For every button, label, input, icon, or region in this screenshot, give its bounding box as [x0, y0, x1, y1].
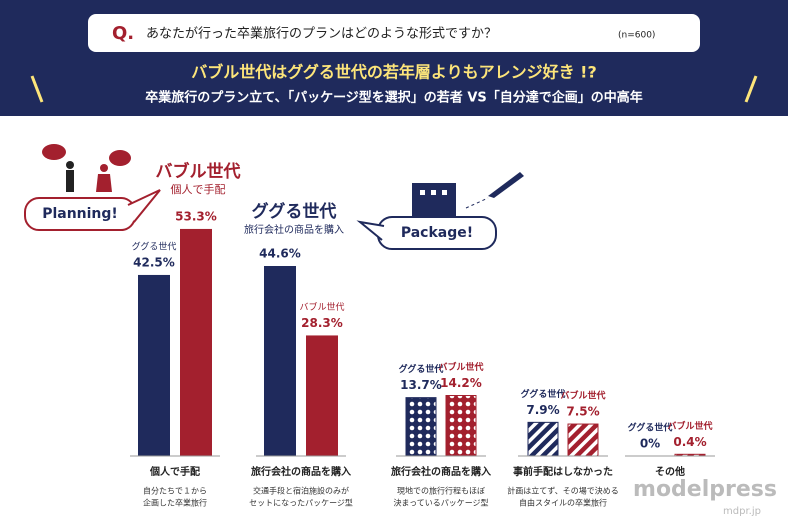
deco-slash	[744, 75, 758, 103]
category-note: セットになったパッケージ型	[249, 499, 353, 508]
people-icon	[42, 144, 131, 192]
title: バブル世代はググる世代の若年層よりもアレンジ好き !?	[191, 63, 597, 82]
q-mark: Q.	[112, 23, 134, 44]
category-label: 事前手配はしなかった	[513, 465, 613, 478]
bar	[445, 395, 477, 457]
bar	[264, 266, 296, 456]
deco-slash	[30, 75, 44, 103]
series-label: ググる世代	[521, 388, 566, 400]
category-label: 個人で手配	[149, 465, 200, 478]
bar	[180, 228, 212, 456]
category-label: 旅行会社の商品を購入	[391, 465, 491, 478]
bar	[405, 397, 437, 457]
subtitle: 卒業旅行のプラン立て、「パッケージ型を選択」の若者 VS「自分達で企画」の中高年	[145, 90, 643, 106]
series-label: バブル世代	[560, 390, 605, 402]
watermark-brand: modelpress	[633, 477, 777, 502]
value-label: 14.2%	[440, 376, 482, 390]
series-label: バブル世代	[667, 420, 712, 432]
value-label: 42.5%	[133, 255, 175, 269]
bar	[567, 423, 599, 457]
category-label: 旅行会社の商品を購入	[251, 465, 351, 478]
bubble-text: Planning!	[42, 206, 118, 222]
bubble-tail	[127, 189, 161, 223]
series-label: バブル世代	[299, 301, 344, 313]
callout-text: 旅行会社の商品を購入	[244, 223, 344, 236]
category-note: 決まっているパッケージ型	[393, 498, 488, 508]
series-label: ググる世代	[132, 240, 177, 252]
category-note: 自分たちで１から	[143, 486, 207, 496]
category-note: 交通手段と宿泊施設のみが	[253, 486, 349, 496]
callout-group: バブル世代	[156, 161, 241, 182]
question-box	[88, 14, 700, 52]
category-note: 自由スタイルの卒業旅行	[519, 498, 607, 508]
value-label: 28.3%	[301, 316, 343, 330]
value-label: 13.7%	[400, 378, 442, 392]
category-note: 現地での旅行行程もほぼ	[397, 486, 485, 496]
series-label: バブル世代	[438, 361, 483, 373]
category-label: その他	[655, 465, 685, 478]
value-label: 0%	[640, 437, 660, 451]
callout-group: ググる世代	[252, 201, 337, 222]
category-note: 計画は立てず、その場で決める	[507, 486, 618, 496]
bar	[527, 421, 559, 457]
value-label: 0.4%	[673, 435, 706, 449]
watermark-url: mdpr.jp	[723, 506, 761, 517]
series-label: ググる世代	[628, 422, 673, 434]
building-plane-icon	[412, 172, 524, 223]
series-label: ググる世代	[399, 363, 444, 375]
callout-text: 個人で手配	[171, 182, 226, 196]
bubble-tail	[356, 220, 385, 241]
value-label: 7.5%	[566, 405, 599, 419]
sample: (n=600)	[618, 31, 655, 41]
value-label: 53.3%	[175, 209, 217, 223]
value-label: 44.6%	[259, 247, 301, 261]
bubble-text: Package!	[401, 225, 473, 241]
bar	[138, 274, 170, 456]
bar	[306, 335, 338, 456]
category-note: 企画した卒業旅行	[143, 498, 207, 508]
value-label: 7.9%	[526, 403, 559, 417]
question: あなたが行った卒業旅行のプランはどのような形式ですか？	[146, 26, 497, 42]
